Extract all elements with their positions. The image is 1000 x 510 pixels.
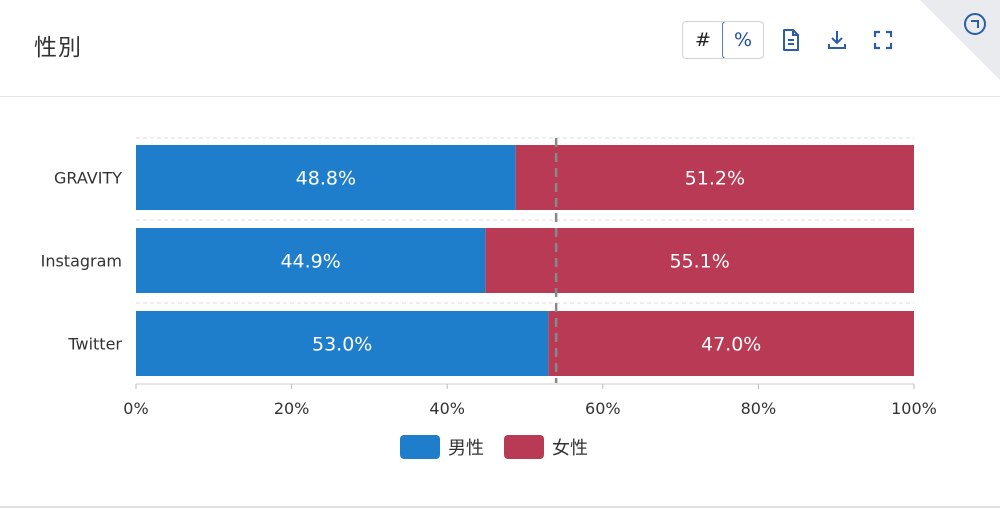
x-tick-label-0: 0%	[123, 399, 148, 418]
bar-twitter-series-1[interactable]	[548, 311, 914, 376]
percent-toggle-button[interactable]: %	[722, 22, 763, 58]
expand-icon[interactable]	[871, 28, 895, 52]
header-divider	[0, 96, 1000, 97]
category-label-twitter: Twitter	[67, 335, 122, 354]
bar-twitter-series-0[interactable]	[136, 311, 549, 376]
gender-stacked-bar-chart: 48.8% 51.2% GRAVITY 44.9% 55.1% Instagram 53.0…	[41, 137, 937, 418]
bar-label-twitter-series-0: 53.0%	[312, 334, 372, 356]
bar-label-instagram-series-0: 44.9%	[280, 251, 340, 273]
count-toggle-button[interactable]: #	[683, 22, 723, 58]
legend-item-male[interactable]: 男性	[400, 434, 484, 460]
panel-title: 性別	[34, 35, 82, 61]
legend-swatch-male	[400, 435, 440, 459]
value-mode-toggle: # %	[682, 21, 764, 59]
x-tick-label-80: 80%	[741, 399, 777, 418]
x-tick-label-60: 60%	[585, 399, 621, 418]
category-label-instagram: Instagram	[41, 252, 122, 271]
legend-item-female[interactable]: 女性	[504, 434, 588, 460]
x-tick-label-40: 40%	[429, 399, 465, 418]
x-tick-label-20: 20%	[274, 399, 310, 418]
legend-label-female: 女性	[552, 438, 588, 459]
category-label-gravity: GRAVITY	[54, 169, 122, 188]
chart-legend: 男性 女性	[400, 434, 588, 460]
bar-gravity-series-0[interactable]	[136, 145, 516, 210]
bar-label-gravity-series-0: 48.8%	[296, 168, 356, 190]
legend-swatch-female	[504, 435, 544, 459]
download-icon[interactable]	[825, 28, 849, 52]
bar-label-gravity-series-1: 51.2%	[685, 168, 745, 190]
bar-instagram-series-0[interactable]	[136, 228, 486, 293]
bar-label-instagram-series-1: 55.1%	[669, 251, 729, 273]
bar-gravity-series-1[interactable]	[515, 145, 914, 210]
corner-info-icon[interactable]	[962, 11, 988, 37]
panel-bottom-border	[0, 506, 1000, 508]
document-icon[interactable]	[779, 28, 803, 52]
corner-fold	[920, 0, 1000, 80]
legend-label-male: 男性	[448, 438, 484, 459]
bar-label-twitter-series-1: 47.0%	[701, 334, 761, 356]
x-tick-label-100: 100%	[891, 399, 937, 418]
